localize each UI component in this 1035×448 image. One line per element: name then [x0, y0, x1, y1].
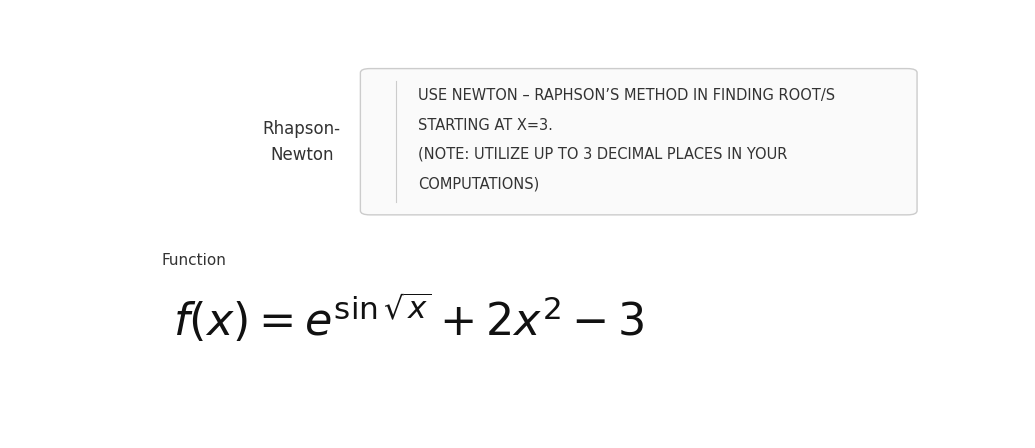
Text: Rhapson-
Newton: Rhapson- Newton	[263, 120, 341, 164]
FancyBboxPatch shape	[360, 69, 917, 215]
Text: $f(x) = e^{\mathrm{sin}\,\sqrt{x}} + 2x^2 - 3$: $f(x) = e^{\mathrm{sin}\,\sqrt{x}} + 2x^…	[174, 291, 645, 345]
Text: USE NEWTON – RAPHSON’S METHOD IN FINDING ROOT/S: USE NEWTON – RAPHSON’S METHOD IN FINDING…	[418, 88, 835, 103]
Text: Function: Function	[161, 253, 227, 268]
Text: STARTING AT X=3.: STARTING AT X=3.	[418, 117, 553, 133]
Text: (NOTE: UTILIZE UP TO 3 DECIMAL PLACES IN YOUR: (NOTE: UTILIZE UP TO 3 DECIMAL PLACES IN…	[418, 147, 788, 162]
Text: COMPUTATIONS): COMPUTATIONS)	[418, 176, 539, 191]
